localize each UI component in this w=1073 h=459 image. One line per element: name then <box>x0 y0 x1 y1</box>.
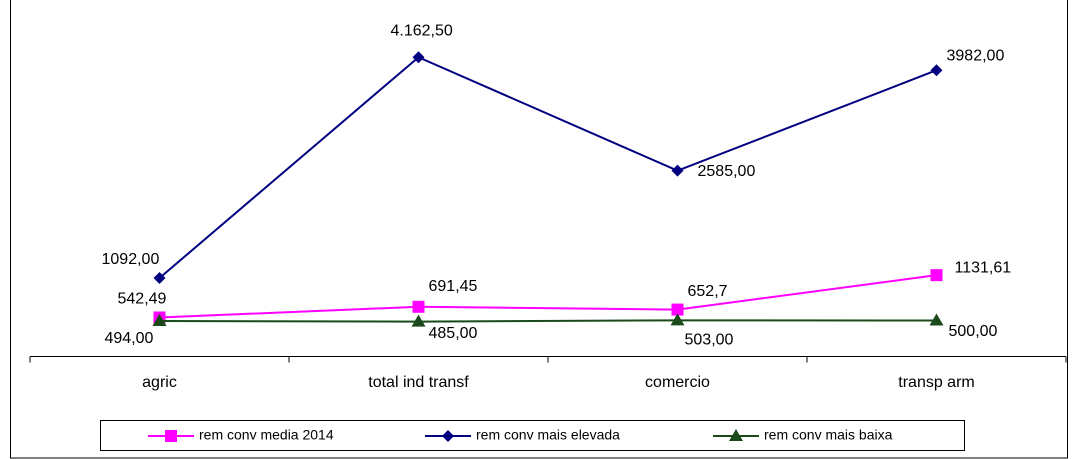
legend <box>100 420 965 451</box>
data-label: 542,49 <box>118 291 167 308</box>
marker <box>165 430 177 442</box>
marker <box>412 51 425 64</box>
series-line <box>158 56 937 279</box>
x-tick-label: total ind transf <box>368 374 469 391</box>
marker <box>412 300 425 313</box>
marker <box>671 164 684 177</box>
data-label: 3982,00 <box>947 47 1005 64</box>
x-tick-label: agric <box>142 374 177 391</box>
data-label: 691,45 <box>429 278 478 295</box>
data-label: 500,00 <box>949 323 998 340</box>
data-label: 4.162,50 <box>391 22 453 39</box>
legend-label: rem conv mais baixa <box>764 427 893 443</box>
data-label: 1092,00 <box>102 251 160 268</box>
x-tick-label: comercio <box>645 374 710 391</box>
marker <box>411 314 426 327</box>
data-label: 485,00 <box>429 325 478 342</box>
marker <box>671 303 684 316</box>
data-label: 503,00 <box>685 332 734 349</box>
data-label: 494,00 <box>105 330 154 347</box>
legend-label: rem conv media 2014 <box>199 427 334 443</box>
legend-label: rem conv mais elevada <box>476 427 620 443</box>
data-label: 2585,00 <box>698 163 756 180</box>
marker <box>930 269 943 282</box>
series-line <box>159 274 937 319</box>
marker <box>929 313 944 326</box>
marker <box>729 429 743 441</box>
series-line <box>159 319 937 323</box>
data-label: 652,7 <box>688 283 728 300</box>
marker <box>153 271 166 284</box>
marker <box>670 313 685 326</box>
marker <box>442 430 454 442</box>
marker <box>930 64 943 77</box>
marker <box>152 313 167 326</box>
data-label: 1131,61 <box>955 259 1012 276</box>
x-tick-label: transp arm <box>898 374 974 391</box>
chart-frame <box>10 0 1068 459</box>
